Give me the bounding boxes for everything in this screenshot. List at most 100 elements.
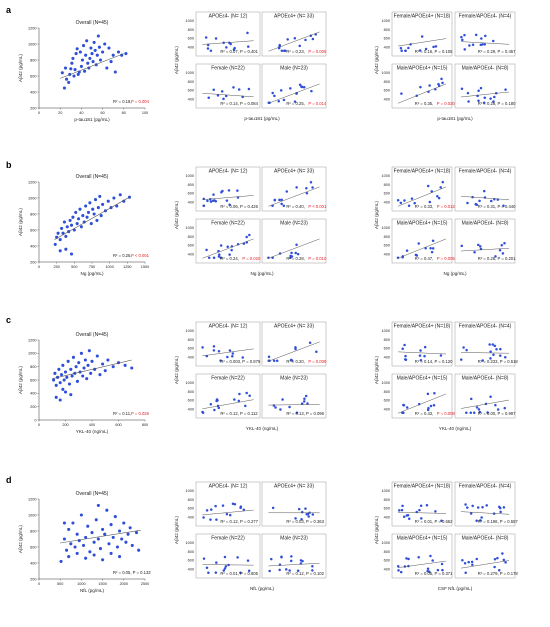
stat-label: R² = 0.47,	[415, 256, 434, 261]
panel-frame	[195, 11, 261, 57]
data-point	[118, 529, 122, 533]
data-point	[419, 349, 422, 352]
data-point	[122, 521, 126, 525]
data-point	[111, 535, 115, 539]
data-point	[431, 247, 435, 250]
y-tick-label: 400	[188, 97, 194, 101]
mid-x-axis-label: YKL-40 (ng/mL)	[246, 426, 279, 431]
y-tick-label: 1000	[382, 226, 390, 230]
panel-title: Female/APOEε4- (N=4)	[459, 169, 512, 175]
data-point	[306, 402, 309, 405]
data-point	[465, 348, 468, 352]
data-point	[465, 411, 468, 414]
data-point	[423, 345, 427, 349]
x-tick-label: 200	[62, 423, 68, 427]
data-point	[502, 558, 506, 562]
data-point	[237, 399, 241, 403]
data-point	[228, 253, 231, 256]
y-tick-label: 400	[188, 252, 194, 256]
data-point	[201, 410, 204, 414]
data-point	[466, 201, 469, 205]
panel-frame	[391, 63, 453, 109]
right-y-axis-label: Aβ42 (pg/mL)	[374, 356, 379, 384]
y-tick-label: 200	[30, 577, 36, 581]
data-point	[440, 562, 444, 566]
data-point	[75, 222, 79, 226]
data-point	[101, 50, 105, 54]
data-point	[496, 408, 500, 411]
data-point	[225, 199, 229, 202]
data-point	[87, 349, 91, 353]
data-point	[482, 101, 486, 104]
data-point	[97, 45, 101, 49]
data-point	[84, 535, 88, 539]
y-tick-label: 1000	[186, 329, 194, 333]
data-point	[89, 371, 93, 375]
y-tick-label: 800	[30, 212, 36, 216]
right-panel-a-0: Female/APOEε4+ (N=18) R² = 0.16, P = 0.10…	[382, 11, 453, 57]
y-tick-label: 800	[384, 80, 390, 84]
data-point	[404, 354, 407, 358]
overall-plot-b: 200 400 600 800 1000 1200 0 250 500 750 1000 1250 15…	[18, 174, 150, 276]
data-point	[134, 531, 139, 535]
data-point	[115, 204, 119, 208]
data-point	[280, 202, 283, 206]
panel-title: Male (N=23)	[280, 66, 308, 72]
panel-frame	[261, 11, 327, 57]
data-point	[69, 67, 73, 71]
data-point	[214, 504, 217, 508]
data-point	[494, 403, 497, 407]
panel-title: Male/APOEε4+ (N=15)	[397, 66, 448, 72]
panel-frame	[391, 373, 453, 419]
y-tick-label: 600	[188, 399, 194, 403]
p-value-label: P = 0.004	[131, 99, 150, 104]
overall-plot-a: 200 400 600 800 1000 1200 0 20 40 60 80 100 Overall …	[18, 20, 150, 122]
data-point	[273, 94, 276, 98]
data-point	[433, 392, 436, 395]
x-tick-label: 800	[142, 423, 148, 427]
y-tick-label: 600	[188, 192, 194, 196]
data-point	[231, 502, 235, 506]
mid-panel-a-0: APOEε4- (N= 12) R² = 0.07, P = 0.401 400 60…	[186, 11, 261, 57]
data-point	[426, 567, 430, 570]
data-point	[475, 557, 479, 561]
data-point	[230, 248, 233, 252]
data-point	[113, 70, 117, 74]
data-point	[417, 242, 420, 245]
data-point	[206, 47, 210, 50]
data-point	[109, 60, 113, 64]
data-point	[76, 72, 80, 76]
panel-letter-a: a	[6, 5, 12, 15]
data-point	[206, 43, 210, 47]
data-point	[214, 200, 218, 203]
data-point	[489, 350, 492, 353]
data-point	[202, 516, 205, 519]
data-point	[437, 196, 441, 200]
data-point	[498, 249, 502, 252]
stat-label: R² = 0.07, P = 0.401	[220, 49, 258, 54]
data-point	[499, 347, 502, 351]
y-tick-label: 600	[384, 244, 390, 248]
data-point	[398, 509, 401, 512]
data-point	[475, 406, 479, 409]
data-point	[424, 247, 427, 250]
data-point	[209, 200, 213, 203]
data-point	[463, 48, 466, 51]
stat-label: R² = 0.14, P = 0.084	[220, 101, 258, 106]
y-tick-label: 200	[30, 106, 36, 110]
data-point	[463, 561, 467, 565]
data-point	[53, 242, 57, 246]
data-point	[212, 193, 215, 196]
y-tick-label: 600	[188, 37, 194, 41]
data-point	[84, 556, 88, 560]
data-point	[223, 555, 227, 559]
data-point	[214, 571, 218, 574]
right-panel-c-2: Male/APOEε4+ (N=15) R² = 0.43, P = 0.008 40…	[382, 373, 455, 419]
data-point	[479, 43, 483, 47]
data-point	[432, 403, 436, 407]
y-tick-label: 200	[30, 405, 36, 409]
data-point	[105, 66, 109, 70]
data-point	[60, 226, 64, 230]
data-point	[280, 198, 283, 202]
y-tick-label: 600	[188, 89, 194, 93]
